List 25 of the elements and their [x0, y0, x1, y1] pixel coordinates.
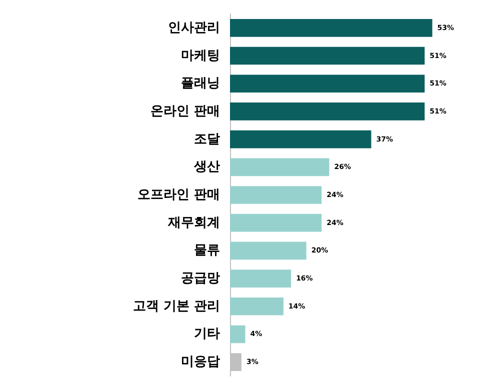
bar	[230, 242, 306, 260]
bar	[230, 46, 425, 65]
y-tick-label: 마케팅	[181, 48, 220, 64]
y-tick-label: 공급망	[181, 271, 220, 286]
y-tick-label: 온라인 판매	[150, 104, 220, 119]
y-tick-label: 재무회계	[167, 215, 220, 230]
y-tick-label: 생산	[193, 160, 220, 175]
y-tick-label: 고객 기본 관리	[132, 298, 220, 314]
y-tick-label: 인사관리	[168, 20, 220, 36]
bar	[230, 325, 246, 344]
y-tick-label: 기타	[194, 326, 220, 342]
bar	[230, 270, 292, 288]
bar	[230, 214, 322, 232]
bar	[230, 297, 284, 316]
y-tick-label: 조달	[194, 132, 220, 147]
bar	[230, 130, 372, 148]
bar	[230, 158, 330, 176]
bar	[230, 19, 432, 37]
bar	[230, 102, 425, 120]
bar	[230, 186, 322, 204]
bar	[230, 74, 425, 93]
y-tick-label: 오프라인 판매	[137, 188, 220, 202]
y-tick-label: 미응답	[181, 354, 220, 370]
y-tick-label: 플래닝	[181, 76, 220, 92]
y-tick-label: 물류	[194, 243, 220, 258]
